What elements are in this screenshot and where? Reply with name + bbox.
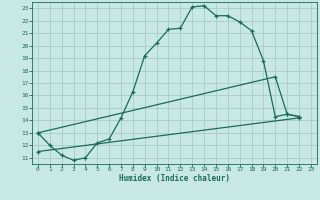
X-axis label: Humidex (Indice chaleur): Humidex (Indice chaleur) [119, 174, 230, 183]
